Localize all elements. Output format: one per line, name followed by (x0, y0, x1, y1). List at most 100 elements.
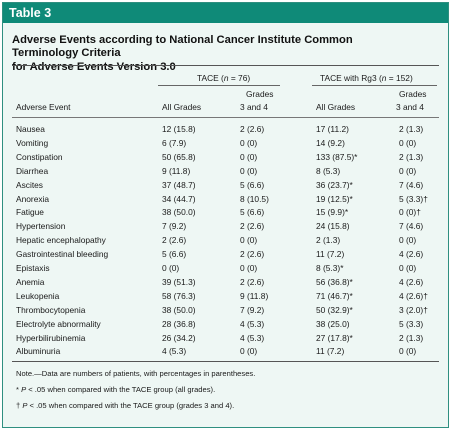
tace-all-grades-cell: 9 (11.8) (162, 165, 191, 176)
rg3-all-grades-cell: 27 (17.8)* (316, 332, 353, 343)
col-header-g34-1a: Grades (246, 89, 274, 99)
bottom-rule (12, 361, 439, 362)
adverse-event-cell: Anemia (16, 276, 45, 287)
rg3-grades-3-4-cell: 4 (2.6)† (399, 290, 428, 301)
tace-grades-3-4-cell: 9 (11.8) (240, 290, 269, 301)
rg3-grades-3-4-cell: 2 (1.3) (399, 151, 424, 162)
rg3-grades-3-4-cell: 4 (2.6) (399, 249, 424, 260)
tace-grades-3-4-cell: 0 (0) (240, 263, 258, 273)
tace-grades-3-4-cell: 2 (2.6) (240, 249, 265, 260)
col-header-all-1: All Grades (162, 102, 202, 112)
tace-all-grades-cell: 38 (50.0) (162, 207, 196, 218)
note3-mark: † (16, 401, 23, 410)
tace-all-grades-cell: 34 (44.7) (162, 193, 196, 204)
rg3-all-grades-cell: 17 (11.2) (316, 124, 349, 134)
rg3-all-grades-cell: 36 (23.7)* (316, 179, 353, 190)
adverse-event-cell: Nausea (16, 124, 45, 134)
tace-grades-3-4-cell: 0 (0) (240, 151, 258, 162)
rg3-grades-3-4-cell: 0 (0) (399, 235, 417, 246)
rg3-grades-3-4-cell: 0 (0) (399, 346, 417, 357)
adverse-event-cell: Epistaxis (16, 263, 50, 273)
col-header-all-2: All Grades (316, 102, 356, 112)
col-header-g34-2b: 3 and 4 (396, 102, 424, 112)
table-header-bar: Table 3 (3, 3, 448, 23)
note2-mark: * (16, 385, 22, 394)
table-label: Table 3 (9, 6, 52, 20)
tace-grades-3-4-cell: 0 (0) (240, 346, 258, 357)
col-header-g34-2a: Grades (399, 89, 427, 99)
tace-all-grades-cell: 58 (76.3) (162, 290, 196, 301)
tace-grades-3-4-cell: 5 (6.6) (240, 179, 265, 190)
adverse-event-cell: Ascites (16, 179, 43, 190)
header-rule (12, 117, 439, 118)
tace-all-grades-cell: 0 (0) (162, 263, 180, 273)
rg3-all-grades-cell: 38 (25.0) (316, 318, 350, 329)
adverse-event-cell: Electrolyte abnormality (16, 318, 101, 329)
adverse-event-cell: Gastrointestinal bleeding (16, 249, 109, 260)
tace-grades-3-4-cell: 0 (0) (240, 165, 258, 176)
tace-grades-3-4-cell: 8 (10.5) (240, 193, 269, 204)
group1-suffix: = 76) (228, 73, 251, 83)
rg3-all-grades-cell: 15 (9.9)* (316, 207, 349, 218)
adverse-event-cell: Leukopenia (16, 290, 60, 301)
adverse-event-cell: Constipation (16, 151, 63, 162)
adverse-event-cell: Hypertension (16, 221, 66, 232)
tace-all-grades-cell: 2 (2.6) (162, 235, 187, 246)
tace-grades-3-4-cell: 2 (2.6) (240, 221, 265, 232)
note3-p: P (22, 401, 28, 410)
note3-text: < .05 when compared with the TACE group … (27, 401, 235, 410)
adverse-event-cell: Anorexia (16, 193, 50, 204)
rg3-all-grades-cell: 24 (15.8) (316, 221, 350, 232)
rg3-all-grades-cell: 14 (9.2) (316, 137, 345, 148)
rg3-all-grades-cell: 11 (7.2) (316, 249, 345, 260)
tace-grades-3-4-cell: 2 (2.6) (240, 124, 265, 134)
rg3-grades-3-4-cell: 5 (3.3)† (399, 193, 428, 204)
caption-line-2: for Adverse Events Version 3.0 (12, 60, 176, 73)
group2-n: n (381, 73, 387, 83)
tace-grades-3-4-cell: 7 (9.2) (240, 304, 265, 315)
rg3-grades-3-4-cell: 2 (1.3) (399, 332, 424, 343)
rg3-all-grades-cell: 133 (87.5)* (316, 151, 358, 162)
adverse-event-cell: Diarrhea (16, 165, 49, 176)
note2-text: < .05 when compared with the TACE group … (26, 385, 216, 394)
tace-all-grades-cell: 50 (65.8) (162, 151, 196, 162)
note-line-3: † P < .05 when compared with the TACE gr… (16, 400, 234, 411)
tace-all-grades-cell: 5 (6.6) (162, 249, 187, 260)
tace-all-grades-cell: 39 (51.3) (162, 276, 196, 287)
group2-prefix: TACE with Rg3 ( (320, 73, 382, 83)
rg3-all-grades-cell: 50 (32.9)* (316, 304, 353, 315)
rg3-all-grades-cell: 2 (1.3) (316, 235, 341, 246)
tace-all-grades-cell: 28 (36.8) (162, 318, 196, 329)
tace-all-grades-cell: 4 (5.3) (162, 346, 187, 357)
group2-suffix: = 152) (386, 73, 413, 83)
tace-grades-3-4-cell: 5 (6.6) (240, 207, 265, 218)
rg3-grades-3-4-cell: 0 (0)† (399, 207, 421, 218)
rg3-grades-3-4-cell: 7 (4.6) (399, 179, 424, 190)
tace-all-grades-cell: 26 (34.2) (162, 332, 196, 343)
adverse-event-cell: Albuminuria (16, 346, 61, 357)
group-header-tace-rg3: TACE with Rg3 (n = 152) (320, 73, 413, 83)
adverse-event-cell: Vomiting (16, 137, 49, 148)
tace-grades-3-4-cell: 0 (0) (240, 137, 258, 148)
note2-p: P (21, 385, 27, 394)
tace-grades-3-4-cell: 2 (2.6) (240, 276, 265, 287)
group-header-tace: TACE (n = 76) (197, 73, 250, 83)
tace-grades-3-4-cell: 4 (5.3) (240, 332, 265, 343)
col-header-event: Adverse Event (16, 102, 71, 112)
adverse-event-cell: Hyperbilirubinemia (16, 332, 86, 343)
group1-prefix: TACE ( (197, 73, 224, 83)
rg3-all-grades-cell: 8 (5.3)* (316, 263, 344, 273)
rg3-all-grades-cell: 71 (46.7)* (316, 290, 353, 301)
group2-underline (312, 85, 437, 86)
tace-all-grades-cell: 12 (15.8) (162, 124, 196, 134)
note-line-2: * P < .05 when compared with the TACE gr… (16, 384, 215, 395)
rg3-all-grades-cell: 11 (7.2) (316, 346, 345, 357)
rg3-grades-3-4-cell: 0 (0) (399, 165, 417, 176)
adverse-event-cell: Hepatic encephalopathy (16, 235, 106, 246)
rg3-grades-3-4-cell: 7 (4.6) (399, 221, 424, 232)
rg3-grades-3-4-cell: 0 (0) (399, 263, 417, 273)
group1-n: n (223, 73, 229, 83)
tace-grades-3-4-cell: 0 (0) (240, 235, 258, 246)
tace-all-grades-cell: 6 (7.9) (162, 137, 187, 148)
tace-all-grades-cell: 37 (48.7) (162, 179, 196, 190)
